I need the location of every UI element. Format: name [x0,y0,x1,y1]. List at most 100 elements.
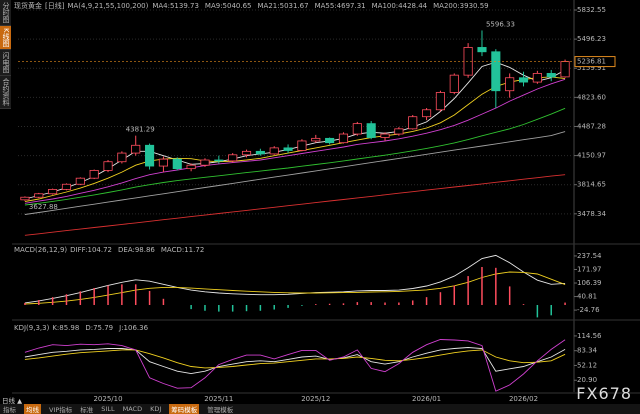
tab[interactable]: 分时图 [0,0,11,26]
candle-body [186,164,196,170]
legend-entry: MA200:3930.59 [433,2,489,10]
period-label: [日线] [45,1,65,10]
y-tick-label: 40.81 [577,293,597,301]
y-tick-label: 4487.28 [577,122,606,130]
sidebar: 分时图 K线图 闪电图 合约资料 [0,0,11,109]
indicator-line [24,271,566,305]
y-tick-label: 83.34 [577,347,598,355]
x-tick-label: 2025/11 [204,395,233,403]
y-tick-label: 5159.91 [577,64,606,72]
candle-body [103,161,113,171]
indicator-line [24,254,566,304]
candle-body [311,137,321,142]
candle-body [214,159,224,162]
ma-line [24,174,566,236]
legend-entry: J:106.36 [118,324,148,332]
tab[interactable]: 合约资料 [0,75,11,109]
candle-body [145,144,155,167]
x-tick-label: 2026/02 [509,395,538,403]
tool[interactable]: MACD [122,405,143,413]
candle-body [505,77,515,92]
candle-body [48,189,58,195]
candle-body [338,133,349,144]
low-annotation: 3627.88 [29,203,58,211]
last-price-label: 5236.81 [577,58,606,66]
y-tick-label: 114.56 [577,332,602,340]
candle-body [297,140,307,151]
y-tick-label: 3478.34 [577,210,606,218]
candle-body [75,177,85,185]
candle-body [172,158,182,170]
candle-body [228,154,238,162]
legend-entry: MA55:4697.31 [315,2,366,10]
candle-body [34,193,44,198]
tab[interactable]: K线图 [0,26,11,50]
toolbar: 指标 均线 VIP指标 标准 SILL MACD KDJ 筹码模板 管理模板 [0,404,640,414]
tool[interactable]: VIP指标 [49,406,73,414]
candle-body [408,116,418,130]
tool[interactable]: 指标 [3,406,16,414]
legend-entry: MA9:5040.65 [205,2,252,10]
legend-entry: DEA:98.86 [118,246,155,254]
period-switch[interactable]: 日线 ▲ [2,397,23,405]
candle-body [89,169,99,179]
tool[interactable]: 管理模板 [207,406,234,414]
candle-body [491,51,501,92]
tool[interactable]: 均线 [24,404,41,414]
candle-body [61,183,72,190]
candle-body [283,147,293,151]
legend-entry: MA4:5139.73 [152,2,199,10]
last-price-box [574,56,616,68]
ma-line [24,78,566,204]
candle-body [532,73,542,83]
candle-body [422,109,432,118]
tool[interactable]: 标准 [80,406,94,414]
y-tick-label: 52.12 [577,361,597,369]
tab[interactable]: 闪电图 [0,49,11,76]
candle-body [131,144,141,154]
candle-body [352,123,362,135]
candle-body [20,196,30,201]
panel-title: MACD(26,12,9) [14,246,67,254]
candle-body [546,73,556,78]
candle-body [241,150,252,156]
tool[interactable]: SILL [101,405,115,413]
candle-body [325,137,335,144]
y-tick-label: 20.90 [577,376,597,384]
y-tick-label: 5496.23 [577,35,606,43]
candle-body [366,123,376,138]
y-tick-label: 3814.65 [577,181,606,189]
legend-entry: D:75.79 [85,324,113,332]
y-tick-label: 171.97 [577,265,602,273]
y-tick-label: 4150.97 [577,152,606,160]
candle-body [200,159,210,166]
high-annotation: 4381.29 [126,126,155,134]
x-tick-label: 2025/10 [93,395,122,403]
indicator-line [24,339,566,392]
y-tick-label: -24.76 [577,306,600,314]
legend-entry: DIFF:104.72 [70,246,112,254]
y-tick-label: 4823.60 [577,93,606,101]
legend-entry: MA100:4428.44 [372,2,428,10]
candle-body [380,133,390,138]
candle-body [158,158,168,167]
y-tick-label: 237.54 [577,252,602,260]
candle-body [477,47,487,53]
y-tick-label: 106.39 [577,279,602,287]
chart: 5832.55 5496.23 5159.91 4823.60 4487.28 4150.… [12,0,640,403]
indicator-label: MA(4,9,21,55,100,200) [67,2,148,10]
candle-body [394,128,404,135]
tool[interactable]: KDJ [150,405,162,413]
ma-line [24,76,566,203]
ma-line [24,61,566,200]
ma-line [24,107,566,206]
x-tick-label: 2026/01 [412,395,441,403]
candle-body [518,77,529,83]
candle-body [435,92,445,111]
chart-title: 现货黄金 [14,1,42,10]
indicator-line [24,349,566,369]
watermark: FX678 [576,384,632,403]
candle-body [255,150,265,155]
tool[interactable]: 筹码模板 [169,404,200,414]
candle-body [117,152,127,163]
